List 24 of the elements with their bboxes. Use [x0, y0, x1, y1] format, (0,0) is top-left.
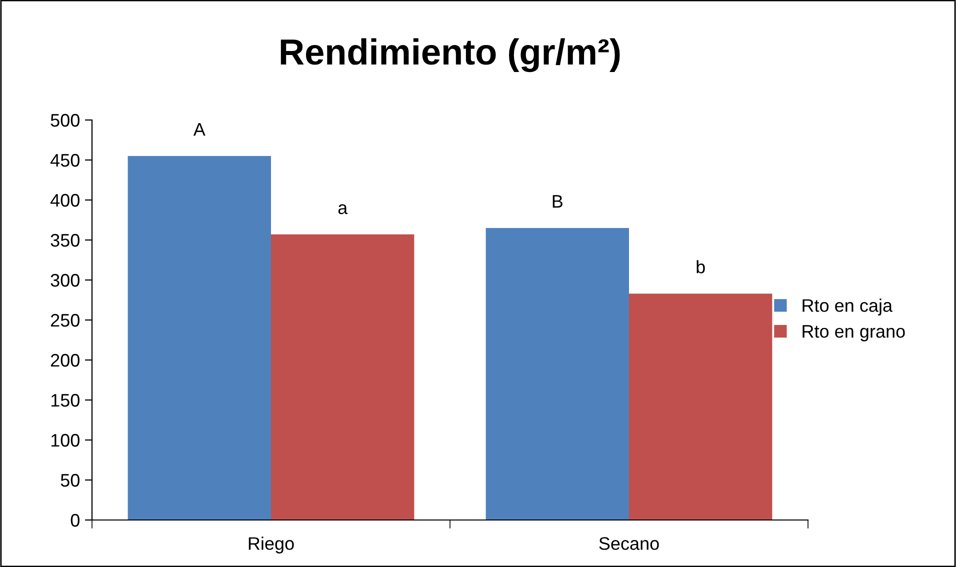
bar: [629, 294, 772, 520]
y-tick-label: 150: [51, 394, 80, 407]
annotation: b: [696, 260, 705, 274]
y-tick-label: 0: [70, 514, 80, 527]
bar: [271, 234, 414, 520]
y-tick-label: 50: [60, 474, 80, 487]
bar: [128, 156, 271, 520]
annotation: B: [552, 195, 562, 208]
y-tick-label: 100: [51, 434, 80, 447]
y-tick-label: 350: [50, 234, 80, 247]
y-tick-label: 500: [50, 114, 80, 127]
legend-label: Rto en grano: [802, 325, 905, 342]
annotation: A: [193, 123, 206, 136]
y-tick-label: 450: [50, 154, 80, 167]
y-tick-label: 400: [50, 194, 80, 207]
x-tick-label: Secano: [599, 537, 659, 550]
chart-title: Rendimiento (gr/m²): [280, 38, 620, 72]
y-tick-label: 200: [50, 354, 80, 367]
legend-label: Rto en caja: [802, 298, 893, 316]
bar: [486, 228, 629, 520]
y-tick-label: 250: [50, 314, 80, 327]
annotation: a: [338, 204, 348, 214]
y-tick-label: 300: [50, 274, 80, 287]
x-tick-label: Riego: [248, 536, 294, 554]
